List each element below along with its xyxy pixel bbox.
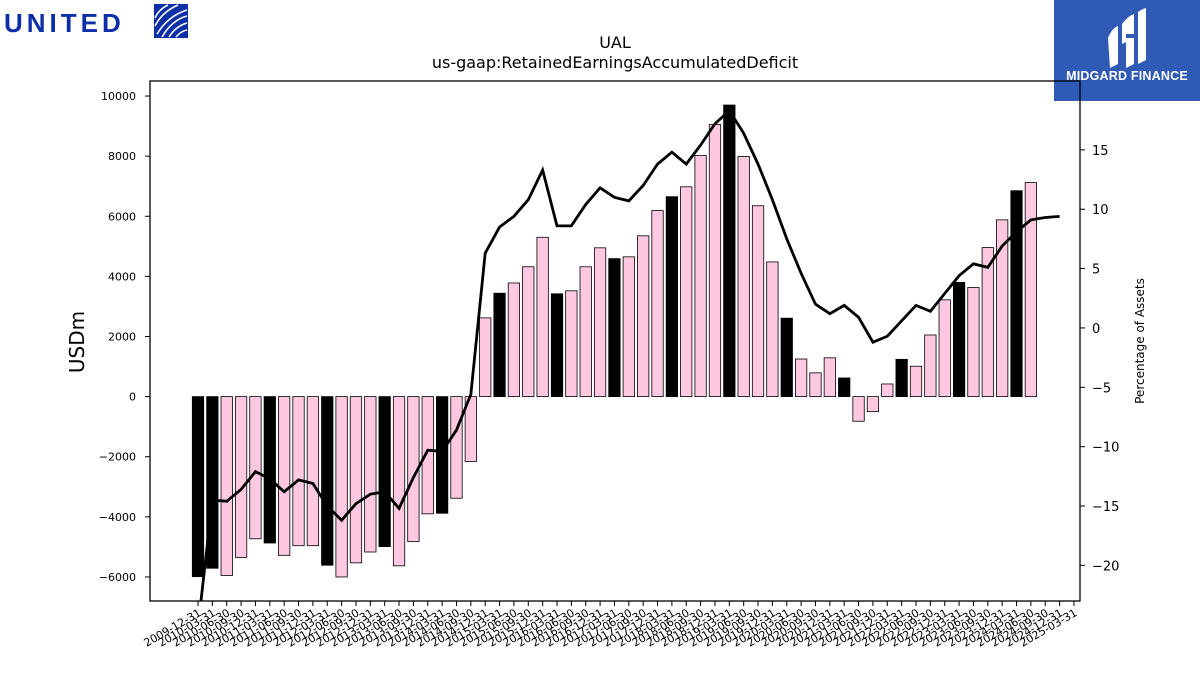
bar [608,258,621,398]
bar [780,317,793,398]
y2-tick-label: 5 [1092,263,1100,278]
bar [651,210,664,398]
midgard-finance-logo: MIDGARD FINANCE [1054,0,1200,101]
bar [723,104,736,398]
y2-tick-label: −15 [1092,500,1119,515]
y2-tick-label: 0 [1092,322,1100,337]
chart-subtitle: us-gaap:RetainedEarningsAccumulatedDefic… [432,53,798,72]
y-tick-label: −6000 [99,571,136,584]
bar [809,372,822,398]
united-logo: UNITED [4,4,194,40]
bar [766,261,779,398]
bar [909,365,923,398]
bar [263,396,276,544]
bars-layer [191,104,1037,578]
line-layer [199,108,1060,601]
y-tick-label: 10000 [101,90,136,103]
bar [795,358,808,397]
y-tick-label: 2000 [108,330,136,343]
bar [450,396,463,499]
bar [823,357,836,397]
bar [967,287,980,398]
bar [436,396,449,514]
bar [278,396,291,556]
y-tick-label: 0 [129,391,136,404]
y-tick-label: −4000 [99,511,136,524]
bar [292,396,305,547]
bar [881,383,894,398]
bar [694,155,707,397]
left-axis: −6000 −4000 −2000 0 2000 4000 6000 8000 10000 [99,90,150,584]
bar [550,293,564,398]
bar [522,266,535,398]
bar [981,247,994,398]
y2-tick-label: −20 [1092,559,1119,574]
plot-frame [149,80,1081,602]
bar [364,396,377,553]
bar [637,235,650,398]
bar [392,396,406,567]
bar [579,266,592,398]
bar [1024,182,1037,398]
x-axis: 2009-12-312010-03-312010-06-302010-09-30… [142,601,1079,650]
bar [191,396,205,578]
y2-tick-label: 15 [1092,144,1109,159]
bar [593,247,607,398]
bar [852,396,865,422]
bar [234,396,248,558]
y2-axis-label: Percentage of Assets [1133,278,1147,404]
y-tick-label: 4000 [108,270,136,283]
y-tick-label: 8000 [108,150,136,163]
bar [220,396,233,576]
midgard-finance-wordmark: MIDGARD FINANCE [1066,69,1188,83]
right-axis: −20 −15 −10 −5 0 5 10 15 [1080,144,1119,574]
bar [206,396,219,569]
bar [479,317,492,398]
chart-title: UAL [599,33,631,52]
bar [708,124,722,397]
bar [507,282,521,398]
bar [321,396,334,566]
bar [952,281,966,398]
y-tick-label: −2000 [99,451,136,464]
bar [996,219,1009,398]
y-tick-label: 6000 [108,210,136,223]
bar [378,396,391,547]
united-wordmark: UNITED [4,8,125,38]
bar [493,292,506,398]
bar [349,396,363,564]
bar [737,156,750,398]
bar [938,299,951,398]
bar [751,205,765,398]
bar [536,236,549,398]
y2-tick-label: −10 [1092,441,1119,456]
united-globe-icon [154,4,188,38]
y-axis-label: USDm [65,311,89,373]
bar [924,334,937,398]
y2-tick-label: −5 [1092,381,1111,396]
bar [622,256,635,398]
y2-tick-label: 10 [1092,203,1109,218]
bar [665,196,678,398]
bar [838,377,851,398]
bar [895,358,908,398]
bar [421,396,434,515]
midgard-logo-icon [1108,8,1146,68]
bar [1010,190,1023,398]
bar [306,396,319,547]
bar [249,396,262,540]
bar [866,396,880,413]
bar [335,396,348,578]
bar [565,290,578,397]
bar [680,186,693,398]
percent-of-assets-line [199,108,1060,601]
